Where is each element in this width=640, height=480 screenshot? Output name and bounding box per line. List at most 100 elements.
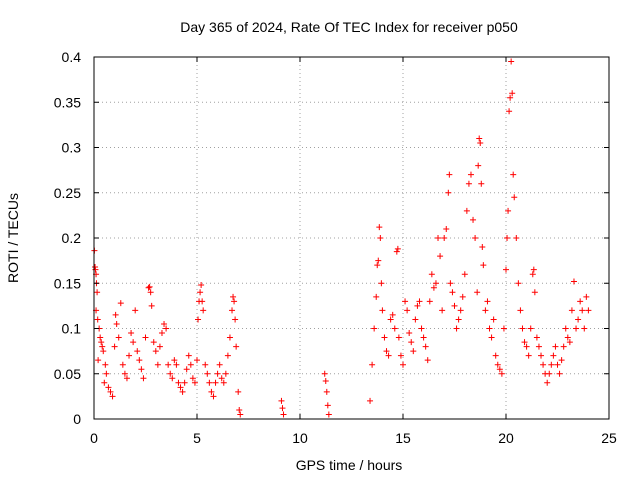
data-point bbox=[158, 330, 165, 337]
data-point bbox=[175, 379, 182, 386]
y-tick-label: 0.3 bbox=[62, 140, 82, 156]
data-point bbox=[132, 307, 139, 314]
data-point bbox=[142, 334, 149, 341]
data-point bbox=[461, 271, 468, 278]
data-point bbox=[538, 352, 545, 359]
grid bbox=[94, 57, 609, 419]
data-point bbox=[325, 411, 332, 418]
data-point bbox=[404, 307, 411, 314]
data-point bbox=[94, 316, 101, 323]
data-point bbox=[324, 402, 331, 409]
data-point bbox=[420, 334, 427, 341]
data-point bbox=[544, 379, 551, 386]
data-point bbox=[482, 307, 489, 314]
data-point bbox=[385, 352, 392, 359]
data-point bbox=[418, 325, 425, 332]
data-point bbox=[222, 370, 229, 377]
data-point bbox=[200, 307, 207, 314]
data-point bbox=[156, 343, 163, 350]
data-point bbox=[112, 311, 119, 318]
data-point bbox=[214, 370, 221, 377]
data-point bbox=[414, 302, 421, 309]
data-point bbox=[529, 271, 536, 278]
data-point bbox=[373, 293, 380, 300]
data-point bbox=[165, 361, 172, 368]
data-point bbox=[579, 307, 586, 314]
data-point bbox=[94, 289, 101, 296]
data-point bbox=[103, 370, 110, 377]
data-point bbox=[480, 262, 487, 269]
data-point bbox=[484, 298, 491, 305]
data-point bbox=[140, 375, 147, 382]
data-point bbox=[107, 388, 114, 395]
data-point bbox=[381, 334, 388, 341]
data-point bbox=[136, 357, 143, 364]
data-point bbox=[477, 139, 484, 146]
data-point bbox=[475, 162, 482, 169]
data-point bbox=[197, 289, 204, 296]
data-point bbox=[92, 266, 99, 273]
data-point bbox=[323, 388, 330, 395]
y-axis-label: ROTI / TECUs bbox=[5, 193, 21, 283]
data-point bbox=[498, 370, 505, 377]
data-point bbox=[530, 266, 537, 273]
data-point bbox=[432, 280, 439, 287]
data-point bbox=[134, 348, 141, 355]
data-point bbox=[570, 278, 577, 285]
data-point bbox=[422, 343, 429, 350]
x-axis-label: GPS time / hours bbox=[296, 457, 403, 473]
data-point bbox=[163, 325, 170, 332]
data-point bbox=[169, 375, 176, 382]
data-point bbox=[397, 352, 404, 359]
data-point bbox=[577, 298, 584, 305]
data-point bbox=[509, 90, 516, 97]
data-point bbox=[515, 280, 522, 287]
data-point bbox=[154, 361, 161, 368]
data-point bbox=[229, 307, 236, 314]
data-point bbox=[102, 361, 109, 368]
data-point bbox=[488, 334, 495, 341]
x-tick-label: 10 bbox=[292, 430, 308, 446]
data-point bbox=[236, 406, 243, 413]
data-point bbox=[505, 207, 512, 214]
data-point bbox=[204, 370, 211, 377]
data-point bbox=[508, 58, 515, 65]
data-point bbox=[503, 266, 509, 273]
data-point bbox=[216, 361, 223, 368]
data-point bbox=[181, 379, 188, 386]
data-point bbox=[378, 280, 385, 287]
data-point bbox=[478, 180, 485, 187]
y-tick-label: 0.05 bbox=[54, 366, 81, 382]
data-point bbox=[105, 384, 112, 391]
x-tick-label: 25 bbox=[601, 430, 617, 446]
data-point bbox=[97, 334, 104, 341]
data-point bbox=[510, 171, 517, 178]
data-point bbox=[504, 235, 511, 241]
data-point bbox=[550, 352, 557, 359]
data-point bbox=[560, 343, 567, 350]
data-point bbox=[453, 325, 460, 332]
data-point bbox=[568, 307, 575, 314]
data-point bbox=[400, 361, 406, 368]
data-point bbox=[379, 307, 386, 314]
data-point bbox=[179, 388, 186, 395]
data-point bbox=[119, 361, 126, 368]
data-point bbox=[465, 180, 472, 187]
y-tick-label: 0.2 bbox=[62, 230, 82, 246]
data-point bbox=[195, 316, 202, 323]
data-point bbox=[177, 384, 184, 391]
data-point bbox=[408, 339, 415, 346]
data-point bbox=[226, 334, 233, 341]
data-point bbox=[145, 284, 152, 291]
data-point bbox=[472, 235, 479, 241]
data-point bbox=[585, 307, 592, 314]
data-point bbox=[455, 316, 462, 323]
data-point bbox=[531, 289, 538, 296]
data-point bbox=[109, 393, 116, 400]
data-point bbox=[496, 366, 503, 373]
data-point bbox=[152, 348, 159, 355]
data-point bbox=[556, 370, 563, 377]
data-point bbox=[212, 379, 219, 386]
data-point bbox=[376, 224, 383, 231]
